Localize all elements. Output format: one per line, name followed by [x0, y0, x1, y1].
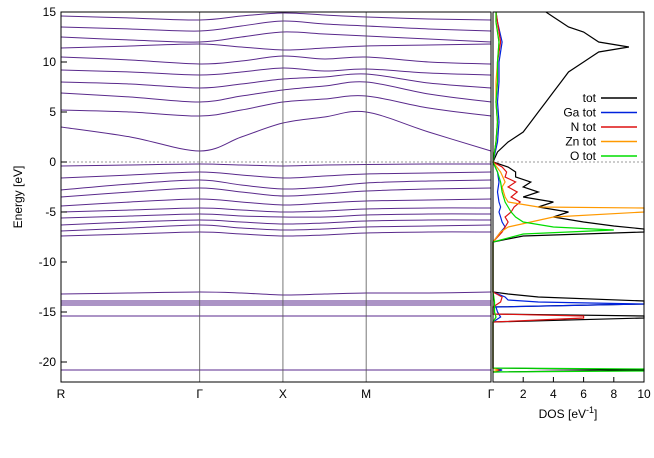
band-line-7 [60, 224, 492, 232]
kpoint-label: Γ [488, 387, 495, 401]
kpoint-label: Γ [196, 387, 203, 401]
dos-tick-label: 10 [637, 387, 651, 401]
band-line-24 [60, 20, 492, 32]
dos-tick-label: 4 [550, 387, 557, 401]
energy-tick-label: -5 [45, 205, 56, 219]
energy-tick-label: -10 [39, 255, 57, 269]
band-line-5 [60, 291, 492, 296]
energy-axis-label: Energy [eV] [11, 166, 25, 229]
dos-series-lines [492, 11, 645, 373]
energy-tick-label: 15 [43, 5, 57, 19]
band-line-10 [60, 207, 492, 213]
kpoint-label: X [279, 387, 287, 401]
band-line-9 [60, 213, 492, 219]
band-line-20 [60, 67, 492, 76]
dos-line-tot [492, 11, 645, 373]
energy-tick-label: -20 [39, 355, 57, 369]
legend-label: Ga tot [563, 106, 596, 120]
energy-tick-label: 0 [49, 155, 56, 169]
dos-tick-label: 6 [580, 387, 587, 401]
legend-label: O tot [570, 149, 597, 163]
energy-tick-label: 5 [49, 105, 56, 119]
band-line-12 [60, 187, 492, 198]
band-line-18 [60, 81, 492, 103]
dos-plot-frame [492, 11, 645, 383]
band-line-17 [60, 95, 492, 117]
band-line-22 [60, 43, 492, 51]
dos-axis-ticks: 2 4 6 8 10 [520, 377, 651, 401]
legend-label: Zn tot [565, 135, 596, 149]
dos-axis-label: DOS [eV-1] [539, 405, 598, 421]
band-line-21 [60, 55, 492, 65]
kpoint-label: M [361, 387, 371, 401]
energy-tick-label: -15 [39, 305, 57, 319]
legend-label: tot [583, 91, 597, 105]
dos-tick-label: 8 [610, 387, 617, 401]
band-line-14 [60, 171, 492, 179]
dos-tick-label: 2 [520, 387, 527, 401]
legend-label: N tot [571, 120, 597, 134]
band-line-19 [60, 73, 492, 89]
kpoint-divider-lines [199, 12, 367, 382]
band-plot-frame [60, 11, 492, 383]
band-line-8 [60, 219, 492, 226]
energy-tick-label: 10 [43, 55, 57, 69]
band-line-15 [60, 163, 492, 167]
band-line-25 [60, 12, 492, 21]
band-line-23 [60, 31, 492, 43]
kpoint-label: R [57, 387, 66, 401]
band-line-11 [60, 198, 492, 207]
dos-line-Ga-tot [492, 11, 645, 373]
energy-axis-ticks: 15 10 5 0 -5 -10 -15 -20 [39, 5, 67, 369]
band-line-16 [60, 110, 492, 152]
band-structure-panel: 15 10 5 0 -5 -10 -15 -20 R Γ X M Γ Energy [eV] [11, 5, 495, 401]
band-lines [60, 12, 492, 371]
band-line-13 [60, 179, 492, 191]
band-line-6 [60, 231, 492, 237]
